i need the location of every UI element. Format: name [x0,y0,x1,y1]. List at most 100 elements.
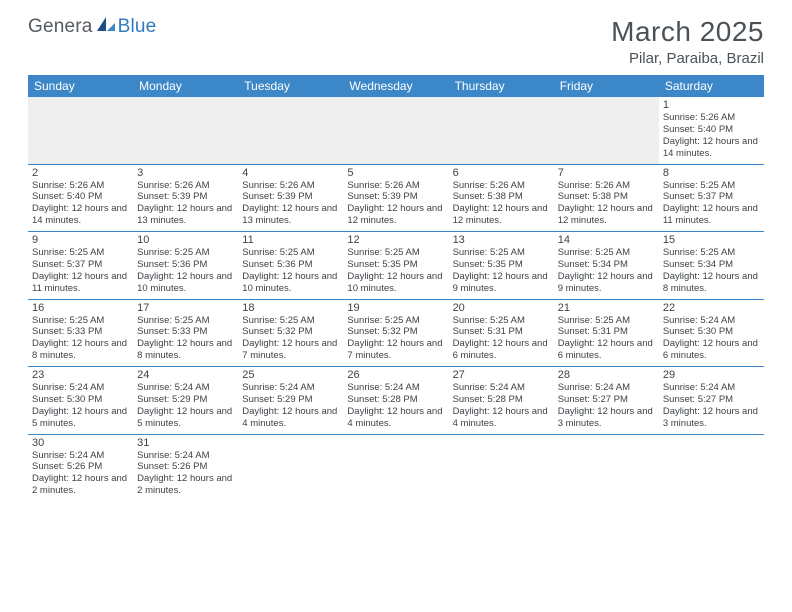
day-details: Sunrise: 5:24 AMSunset: 5:28 PMDaylight:… [347,382,444,430]
day-number: 11 [242,234,339,246]
calendar-cell [554,97,659,164]
day-number: 8 [663,167,760,179]
calendar-cell [554,434,659,501]
day-details: Sunrise: 5:24 AMSunset: 5:29 PMDaylight:… [137,382,234,430]
calendar-cell: 3Sunrise: 5:26 AMSunset: 5:39 PMDaylight… [133,164,238,232]
weekday-header-row: Sunday Monday Tuesday Wednesday Thursday… [28,75,764,97]
day-number: 5 [347,167,444,179]
day-number: 9 [32,234,129,246]
day-details: Sunrise: 5:25 AMSunset: 5:35 PMDaylight:… [347,247,444,295]
day-details: Sunrise: 5:24 AMSunset: 5:29 PMDaylight:… [242,382,339,430]
day-number: 25 [242,369,339,381]
day-details: Sunrise: 5:26 AMSunset: 5:40 PMDaylight:… [32,180,129,228]
calendar-cell: 13Sunrise: 5:25 AMSunset: 5:35 PMDayligh… [449,232,554,300]
day-details: Sunrise: 5:25 AMSunset: 5:37 PMDaylight:… [663,180,760,228]
calendar-cell: 17Sunrise: 5:25 AMSunset: 5:33 PMDayligh… [133,299,238,367]
day-number: 3 [137,167,234,179]
weekday-header: Friday [554,75,659,97]
page-title: March 2025 [611,16,764,48]
calendar-cell [133,97,238,164]
calendar-cell: 6Sunrise: 5:26 AMSunset: 5:38 PMDaylight… [449,164,554,232]
day-number: 17 [137,302,234,314]
day-number: 14 [558,234,655,246]
day-details: Sunrise: 5:26 AMSunset: 5:40 PMDaylight:… [663,112,760,160]
logo-blue: Blue [118,16,157,38]
day-details: Sunrise: 5:25 AMSunset: 5:31 PMDaylight:… [453,315,550,363]
day-details: Sunrise: 5:24 AMSunset: 5:26 PMDaylight:… [32,450,129,498]
day-details: Sunrise: 5:25 AMSunset: 5:36 PMDaylight:… [137,247,234,295]
day-number: 19 [347,302,444,314]
day-number: 6 [453,167,550,179]
day-number: 12 [347,234,444,246]
day-number: 23 [32,369,129,381]
day-details: Sunrise: 5:25 AMSunset: 5:33 PMDaylight:… [32,315,129,363]
calendar-cell: 12Sunrise: 5:25 AMSunset: 5:35 PMDayligh… [343,232,448,300]
calendar-cell: 19Sunrise: 5:25 AMSunset: 5:32 PMDayligh… [343,299,448,367]
title-block: March 2025 Pilar, Paraiba, Brazil [611,16,764,67]
weekday-header: Saturday [659,75,764,97]
day-details: Sunrise: 5:25 AMSunset: 5:35 PMDaylight:… [453,247,550,295]
calendar-row: 9Sunrise: 5:25 AMSunset: 5:37 PMDaylight… [28,232,764,300]
day-details: Sunrise: 5:25 AMSunset: 5:32 PMDaylight:… [347,315,444,363]
day-number: 29 [663,369,760,381]
day-details: Sunrise: 5:25 AMSunset: 5:31 PMDaylight:… [558,315,655,363]
header: Genera Blue March 2025 Pilar, Paraiba, B… [28,16,764,67]
calendar-cell: 27Sunrise: 5:24 AMSunset: 5:28 PMDayligh… [449,367,554,435]
day-details: Sunrise: 5:24 AMSunset: 5:26 PMDaylight:… [137,450,234,498]
calendar-cell: 21Sunrise: 5:25 AMSunset: 5:31 PMDayligh… [554,299,659,367]
day-details: Sunrise: 5:24 AMSunset: 5:30 PMDaylight:… [663,315,760,363]
calendar-cell: 20Sunrise: 5:25 AMSunset: 5:31 PMDayligh… [449,299,554,367]
calendar-cell: 1Sunrise: 5:26 AMSunset: 5:40 PMDaylight… [659,97,764,164]
calendar-cell: 23Sunrise: 5:24 AMSunset: 5:30 PMDayligh… [28,367,133,435]
weekday-header: Monday [133,75,238,97]
calendar-cell: 9Sunrise: 5:25 AMSunset: 5:37 PMDaylight… [28,232,133,300]
calendar-cell [449,97,554,164]
calendar-cell: 15Sunrise: 5:25 AMSunset: 5:34 PMDayligh… [659,232,764,300]
day-details: Sunrise: 5:24 AMSunset: 5:27 PMDaylight:… [558,382,655,430]
calendar-cell: 11Sunrise: 5:25 AMSunset: 5:36 PMDayligh… [238,232,343,300]
calendar-cell: 10Sunrise: 5:25 AMSunset: 5:36 PMDayligh… [133,232,238,300]
calendar-cell: 26Sunrise: 5:24 AMSunset: 5:28 PMDayligh… [343,367,448,435]
day-details: Sunrise: 5:24 AMSunset: 5:30 PMDaylight:… [32,382,129,430]
day-number: 27 [453,369,550,381]
calendar-cell: 18Sunrise: 5:25 AMSunset: 5:32 PMDayligh… [238,299,343,367]
calendar-row: 23Sunrise: 5:24 AMSunset: 5:30 PMDayligh… [28,367,764,435]
day-number: 13 [453,234,550,246]
calendar-cell [343,434,448,501]
day-number: 31 [137,437,234,449]
calendar-cell [343,97,448,164]
calendar-cell [238,434,343,501]
day-details: Sunrise: 5:26 AMSunset: 5:39 PMDaylight:… [137,180,234,228]
calendar-cell: 5Sunrise: 5:26 AMSunset: 5:39 PMDaylight… [343,164,448,232]
calendar-cell: 4Sunrise: 5:26 AMSunset: 5:39 PMDaylight… [238,164,343,232]
day-number: 28 [558,369,655,381]
calendar-cell: 16Sunrise: 5:25 AMSunset: 5:33 PMDayligh… [28,299,133,367]
day-number: 10 [137,234,234,246]
day-details: Sunrise: 5:26 AMSunset: 5:38 PMDaylight:… [558,180,655,228]
calendar-cell: 28Sunrise: 5:24 AMSunset: 5:27 PMDayligh… [554,367,659,435]
day-details: Sunrise: 5:25 AMSunset: 5:34 PMDaylight:… [558,247,655,295]
day-details: Sunrise: 5:25 AMSunset: 5:37 PMDaylight:… [32,247,129,295]
day-details: Sunrise: 5:26 AMSunset: 5:39 PMDaylight:… [242,180,339,228]
day-number: 22 [663,302,760,314]
day-number: 15 [663,234,760,246]
day-details: Sunrise: 5:25 AMSunset: 5:32 PMDaylight:… [242,315,339,363]
calendar-cell [28,97,133,164]
logo-sail-icon [97,17,115,38]
calendar-table: Sunday Monday Tuesday Wednesday Thursday… [28,75,764,501]
weekday-header: Tuesday [238,75,343,97]
day-details: Sunrise: 5:26 AMSunset: 5:38 PMDaylight:… [453,180,550,228]
day-details: Sunrise: 5:25 AMSunset: 5:33 PMDaylight:… [137,315,234,363]
logo-general: Genera [28,16,93,38]
weekday-header: Wednesday [343,75,448,97]
weekday-header: Sunday [28,75,133,97]
calendar-cell: 29Sunrise: 5:24 AMSunset: 5:27 PMDayligh… [659,367,764,435]
calendar-cell [659,434,764,501]
calendar-cell [238,97,343,164]
day-number: 20 [453,302,550,314]
day-number: 16 [32,302,129,314]
calendar-cell: 25Sunrise: 5:24 AMSunset: 5:29 PMDayligh… [238,367,343,435]
calendar-cell [449,434,554,501]
logo: Genera Blue [28,16,156,38]
calendar-cell: 24Sunrise: 5:24 AMSunset: 5:29 PMDayligh… [133,367,238,435]
